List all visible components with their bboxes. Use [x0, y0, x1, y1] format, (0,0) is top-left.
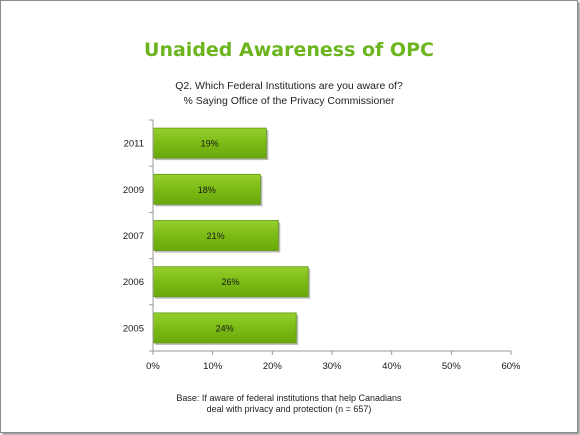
bar-2007 — [152, 220, 279, 251]
x-tick-label: 20% — [263, 361, 283, 372]
data-label-2005: 24% — [216, 323, 234, 333]
category-label-2006: 2006 — [123, 277, 144, 288]
bar-2009 — [152, 173, 261, 205]
data-label-2011: 19% — [201, 139, 219, 149]
chart-subtitle-measure: % Saying Office of the Privacy Commissio… — [183, 95, 395, 107]
category-label-2009: 2009 — [123, 185, 144, 196]
x-tick-label: 30% — [322, 361, 342, 372]
footnote-line-1: Base: If aware of federal institutions t… — [176, 393, 402, 403]
chart-title: Unaided Awareness of OPC — [144, 39, 434, 61]
x-tick-label: 60% — [501, 361, 521, 372]
data-label-2007: 21% — [207, 231, 225, 241]
x-tick-label: 10% — [203, 361, 223, 372]
category-label-2007: 2007 — [123, 231, 144, 242]
category-label-2005: 2005 — [123, 323, 144, 334]
x-tick-label: 0% — [146, 361, 160, 372]
bar-2006 — [152, 266, 309, 298]
x-tick-label: 50% — [442, 361, 462, 372]
bar-2005 — [152, 312, 297, 344]
data-label-2006: 26% — [222, 277, 240, 287]
data-label-2009: 18% — [198, 185, 216, 195]
chart-subtitle-question: Q2. Which Federal Institutions are you a… — [175, 80, 403, 92]
category-label-2011: 2011 — [124, 139, 144, 150]
footnote-line-2: deal with privacy and protection (n = 65… — [206, 404, 372, 414]
x-tick-label: 40% — [382, 361, 402, 372]
